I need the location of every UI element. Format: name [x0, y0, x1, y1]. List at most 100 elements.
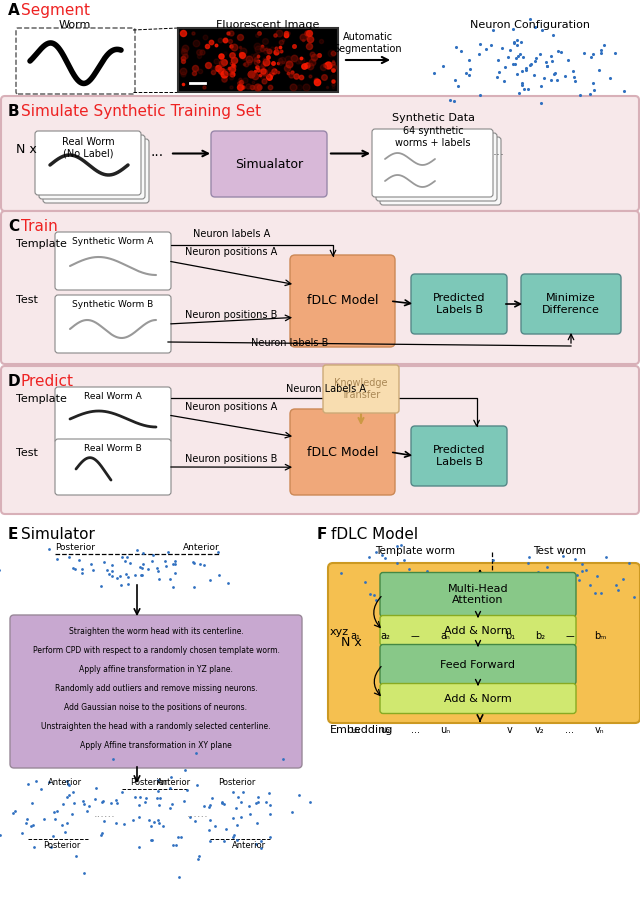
Point — [143, 562, 154, 577]
Point — [173, 830, 183, 844]
Point — [461, 66, 471, 80]
Point — [392, 556, 403, 571]
Point — [553, 43, 563, 58]
Text: Synthetic Worm B: Synthetic Worm B — [72, 300, 154, 309]
Point — [524, 556, 534, 571]
Point — [76, 566, 86, 580]
Text: Neuron positions A: Neuron positions A — [186, 402, 278, 412]
Point — [182, 783, 192, 797]
Text: N x: N x — [16, 143, 36, 156]
Point — [154, 813, 164, 827]
Point — [135, 790, 145, 805]
Text: Anterior: Anterior — [48, 778, 82, 787]
Text: b₂: b₂ — [535, 631, 545, 641]
Text: Add & Norm: Add & Norm — [444, 626, 512, 635]
Point — [586, 86, 596, 101]
Text: Posterior: Posterior — [43, 841, 81, 850]
FancyBboxPatch shape — [521, 274, 621, 334]
Point — [579, 46, 589, 60]
Point — [236, 795, 246, 809]
Point — [404, 573, 415, 588]
Text: Unstraighten the head with a randomly selected centerline.: Unstraighten the head with a randomly se… — [41, 722, 271, 731]
Point — [628, 590, 639, 605]
Point — [119, 816, 129, 831]
Point — [194, 849, 204, 863]
Point — [171, 838, 181, 852]
Point — [26, 819, 36, 833]
Point — [589, 586, 600, 600]
Point — [500, 59, 510, 74]
Point — [29, 840, 40, 854]
Point — [86, 557, 96, 572]
Text: F: F — [317, 527, 328, 542]
Text: Worm: Worm — [59, 20, 91, 30]
Point — [512, 38, 522, 52]
Point — [521, 60, 531, 75]
Point — [371, 545, 381, 560]
Point — [438, 58, 449, 73]
Point — [431, 573, 442, 588]
Text: Perform CPD with respect to a randomly chosen template worm.: Perform CPD with respect to a randomly c… — [33, 646, 280, 655]
Point — [120, 554, 130, 568]
Point — [131, 568, 141, 582]
FancyBboxPatch shape — [380, 572, 576, 616]
Text: Anterior: Anterior — [183, 543, 220, 552]
Text: Neuron positions B: Neuron positions B — [186, 454, 278, 464]
Point — [445, 93, 455, 107]
Point — [594, 63, 604, 77]
Point — [535, 47, 545, 61]
Text: Posterior: Posterior — [218, 778, 255, 787]
Point — [265, 798, 275, 813]
Point — [22, 777, 33, 791]
Point — [278, 752, 288, 766]
Point — [533, 565, 543, 580]
Text: Neuron labels A: Neuron labels A — [193, 229, 270, 239]
Point — [412, 585, 422, 599]
Point — [79, 796, 89, 811]
Point — [232, 832, 243, 847]
Point — [96, 827, 106, 842]
Text: Embedding: Embedding — [330, 725, 394, 735]
Text: ––: –– — [410, 631, 420, 641]
Point — [168, 580, 179, 594]
Point — [517, 64, 527, 78]
Point — [569, 70, 579, 85]
Point — [529, 68, 540, 82]
Point — [401, 574, 411, 589]
Text: b₁: b₁ — [505, 631, 515, 641]
Point — [63, 777, 73, 791]
Point — [475, 88, 485, 103]
Point — [214, 568, 224, 582]
Point — [369, 588, 379, 602]
Point — [392, 539, 402, 554]
Text: Simulator: Simulator — [21, 527, 95, 542]
Point — [401, 571, 412, 585]
Point — [98, 795, 108, 809]
Point — [453, 78, 463, 93]
Point — [518, 50, 528, 64]
Point — [546, 49, 556, 63]
Point — [68, 785, 78, 799]
Point — [136, 562, 147, 576]
FancyBboxPatch shape — [380, 616, 576, 645]
Point — [188, 580, 198, 595]
FancyBboxPatch shape — [290, 409, 395, 495]
Point — [176, 830, 186, 844]
Point — [50, 812, 60, 826]
Point — [542, 58, 552, 73]
Text: ...: ... — [150, 145, 163, 158]
Point — [547, 54, 557, 68]
Point — [568, 64, 578, 78]
Point — [134, 797, 145, 812]
Point — [44, 775, 54, 789]
Text: Neuron positions A: Neuron positions A — [186, 247, 278, 257]
Text: Predicted
Labels B: Predicted Labels B — [433, 293, 485, 315]
Point — [107, 558, 117, 572]
Point — [179, 794, 189, 808]
Point — [217, 795, 227, 809]
Point — [250, 837, 260, 851]
Point — [476, 37, 486, 51]
Text: u₁: u₁ — [350, 725, 360, 735]
Point — [106, 796, 116, 810]
Point — [513, 49, 524, 63]
